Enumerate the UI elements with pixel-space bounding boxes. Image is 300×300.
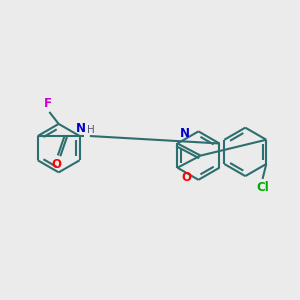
Text: O: O [51, 158, 61, 171]
Text: F: F [44, 97, 52, 110]
Text: H: H [87, 124, 95, 134]
Text: Cl: Cl [256, 181, 269, 194]
Text: O: O [181, 171, 191, 184]
Text: N: N [180, 127, 190, 140]
Text: N: N [76, 122, 86, 134]
